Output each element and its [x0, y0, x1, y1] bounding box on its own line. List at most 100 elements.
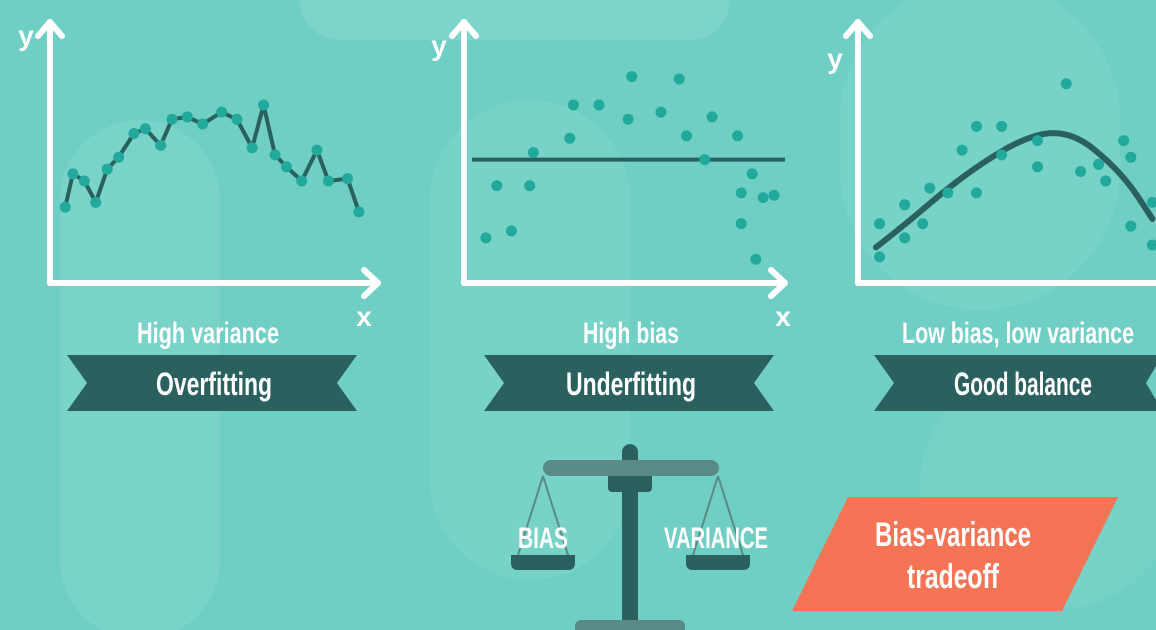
- data-point: [1100, 175, 1112, 187]
- tag-line-1: Bias-variance: [875, 516, 1031, 554]
- data-point: [59, 201, 71, 213]
- data-point: [155, 139, 167, 151]
- panel-overfitting: y x High variance Overfitting: [18, 19, 381, 411]
- data-point: [622, 113, 634, 125]
- data-point: [874, 251, 886, 263]
- x-axis-label: x: [775, 301, 791, 332]
- data-point: [564, 132, 576, 144]
- data-point: [732, 130, 744, 142]
- panel-caption: High variance: [137, 317, 279, 350]
- data-point: [1125, 220, 1137, 232]
- banner-label: Underfitting: [566, 366, 696, 402]
- data-point: [1146, 196, 1156, 208]
- data-point: [181, 111, 193, 123]
- data-point: [480, 232, 492, 244]
- data-point: [139, 123, 151, 135]
- scale-base: [575, 620, 685, 630]
- data-point: [341, 173, 353, 185]
- data-point: [296, 175, 308, 187]
- data-point: [655, 106, 667, 118]
- y-axis-label: y: [18, 20, 34, 51]
- data-point: [1032, 135, 1044, 147]
- data-point: [527, 147, 539, 158]
- data-point: [231, 113, 243, 125]
- banner-ribbon: [874, 355, 1156, 411]
- panel-good-balance: y Low bias, low variance Good balance: [827, 19, 1156, 411]
- panel-caption: Low bias, low variance: [902, 317, 1134, 350]
- banner-ribbon: [484, 355, 774, 411]
- plot-area: [59, 99, 365, 218]
- y-axis-label: y: [431, 30, 447, 61]
- x-axis-label: x: [356, 301, 372, 332]
- data-point: [750, 253, 762, 265]
- data-point: [269, 149, 281, 161]
- data-point: [101, 163, 113, 175]
- data-point: [699, 154, 711, 166]
- tag-line-2: tradeoff: [907, 558, 999, 596]
- background-shapes: [60, 0, 1156, 630]
- data-point: [874, 218, 886, 230]
- data-point: [246, 142, 258, 154]
- panel-caption: High bias: [583, 317, 679, 350]
- tradeoff-tag: Bias-variance tradeoff: [792, 497, 1118, 611]
- panel-underfitting: y x High bias Underfitting: [431, 19, 791, 411]
- data-point: [899, 199, 911, 211]
- data-point: [970, 120, 982, 132]
- data-point: [197, 118, 209, 130]
- data-point: [113, 151, 125, 163]
- data-point: [567, 99, 579, 111]
- right-pan: VARIANCE: [664, 475, 768, 570]
- data-point: [90, 196, 102, 208]
- scale-beam: [543, 460, 719, 476]
- balance-scale: BIAS VARIANCE: [511, 444, 768, 630]
- data-point: [899, 232, 911, 244]
- data-point: [1093, 158, 1105, 170]
- data-point: [280, 161, 292, 173]
- variance-label: VARIANCE: [664, 522, 768, 555]
- data-point: [626, 71, 638, 83]
- left-pan: BIAS: [511, 475, 575, 570]
- data-point: [67, 168, 79, 180]
- bias-label: BIAS: [518, 522, 568, 555]
- data-point: [757, 192, 769, 204]
- data-point: [970, 187, 982, 199]
- banner-label: Good balance: [954, 366, 1092, 402]
- axes: [449, 19, 788, 299]
- axes: [843, 19, 1156, 286]
- data-point: [258, 99, 270, 111]
- data-point: [673, 73, 685, 85]
- data-point: [735, 218, 747, 230]
- data-point: [924, 182, 936, 194]
- data-point: [1075, 165, 1087, 177]
- data-point: [1118, 135, 1130, 147]
- data-point: [706, 111, 718, 123]
- data-point: [746, 168, 758, 180]
- data-point: [491, 180, 503, 192]
- data-point: [353, 206, 365, 218]
- data-point: [216, 106, 228, 118]
- data-point: [593, 99, 605, 111]
- data-point: [956, 144, 968, 156]
- data-point: [78, 175, 90, 187]
- data-point: [1060, 78, 1072, 90]
- banner-ribbon: [67, 355, 357, 411]
- data-point: [322, 175, 334, 187]
- plot-area: [872, 78, 1156, 263]
- axes: [35, 19, 381, 299]
- data-point: [311, 144, 323, 156]
- data-point: [735, 187, 747, 199]
- data-point: [524, 180, 536, 192]
- data-point: [942, 187, 954, 199]
- banner-label: Overfitting: [156, 366, 272, 402]
- data-point: [681, 130, 693, 142]
- y-axis-label: y: [827, 43, 843, 74]
- data-point: [128, 128, 140, 140]
- data-point: [996, 149, 1008, 161]
- data-point: [1032, 161, 1044, 173]
- data-point: [505, 225, 517, 237]
- data-point: [1125, 151, 1137, 163]
- data-point: [917, 218, 929, 230]
- data-point: [768, 189, 780, 201]
- data-point: [1146, 239, 1156, 251]
